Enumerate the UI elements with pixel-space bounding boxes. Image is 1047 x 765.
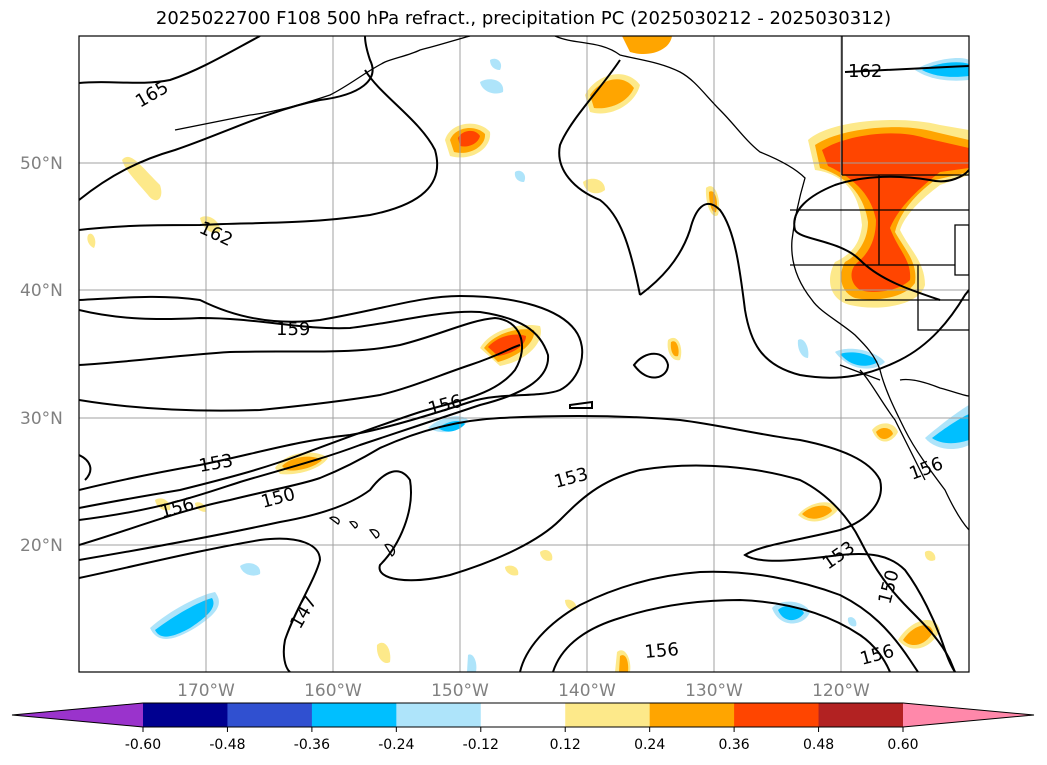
colorbar-extend-low <box>12 703 143 727</box>
colorbar-swatch <box>649 703 735 727</box>
colorbar-tick-label: 0.36 <box>719 737 750 753</box>
plot-frame <box>78 35 970 673</box>
colorbar-tick-label: -0.12 <box>463 737 499 753</box>
precipitation-shading <box>87 36 969 672</box>
colorbar-swatch <box>818 703 904 727</box>
colorbar: -0.60 -0.48 -0.36 -0.24 -0.12 0.12 0.24 0.36 0.4… <box>11 702 1035 753</box>
contour-label: 159 <box>276 319 310 340</box>
colorbar-swatch <box>396 703 482 727</box>
colorbar-extend-high <box>903 703 1034 727</box>
lon-label: 160°W <box>304 681 362 701</box>
lon-label: 170°W <box>177 681 235 701</box>
colorbar-swatch <box>311 703 397 727</box>
lon-label: 150°W <box>431 681 489 701</box>
colorbar-tick-label: -0.60 <box>125 737 161 753</box>
colorbar-tick-label: -0.36 <box>294 737 330 753</box>
map-title: 2025022700 F108 500 hPa refract., precip… <box>155 8 892 29</box>
lon-label: 130°W <box>685 681 743 701</box>
lon-label: 140°W <box>558 681 616 701</box>
graticule <box>79 36 969 672</box>
contour-label: 162 <box>848 61 882 82</box>
lat-label: 30°N <box>20 409 63 429</box>
lat-label: 50°N <box>20 154 63 174</box>
lat-label: 20°N <box>20 536 63 556</box>
lat-label: 40°N <box>20 281 63 301</box>
colorbar-tick-label: -0.48 <box>209 737 245 753</box>
colorbar-swatch <box>480 703 566 727</box>
colorbar-tick-label: 0.24 <box>634 737 665 753</box>
colorbar-swatch <box>143 703 228 727</box>
latitude-labels: 50°N 40°N 30°N 20°N <box>20 154 63 556</box>
colorbar-tick-label: 0.48 <box>803 737 834 753</box>
colorbar-swatch <box>227 703 313 727</box>
longitude-labels: 170°W 160°W 150°W 140°W 130°W 120°W <box>177 681 870 701</box>
coastlines <box>174 36 969 557</box>
colorbar-tick-label: 0.12 <box>550 737 581 753</box>
lon-label: 120°W <box>812 681 870 701</box>
colorbar-tick-label: -0.24 <box>378 737 414 753</box>
colorbar-swatch <box>565 703 651 727</box>
refractivity-contours <box>79 36 969 672</box>
map-plot-area: 165 162 162 159 156 156 156 156 153 153 … <box>79 36 969 672</box>
colorbar-swatch <box>734 703 820 727</box>
colorbar-tick-label: 0.60 <box>887 737 918 753</box>
contour-label: 156 <box>644 639 680 663</box>
